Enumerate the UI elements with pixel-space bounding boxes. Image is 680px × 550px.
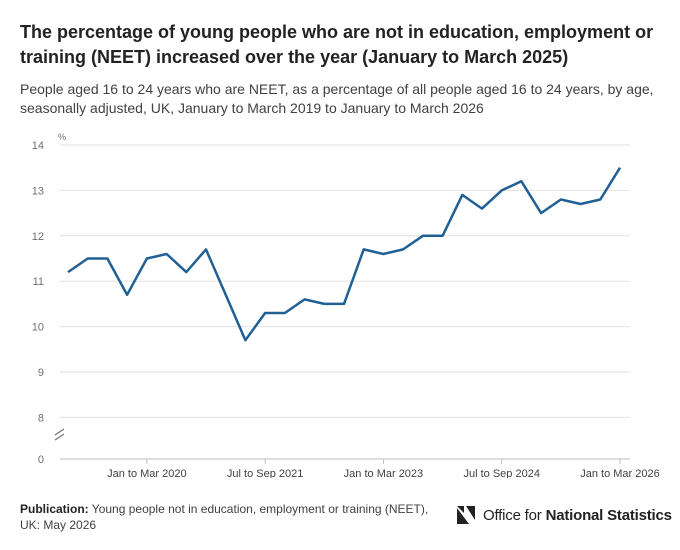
data-point bbox=[184, 270, 188, 274]
data-point bbox=[243, 338, 247, 342]
data-point bbox=[500, 188, 504, 192]
data-point bbox=[204, 247, 208, 251]
y-tick-label: 12 bbox=[32, 231, 44, 243]
y-axis-unit: % bbox=[58, 132, 66, 142]
x-tick-label: Jul to Sep 2024 bbox=[463, 468, 539, 478]
x-axis: Jan to Mar 2020 Jul to Sep 2021 Jan to Mar… bbox=[107, 459, 660, 478]
x-tick-label: Jan to Mar 2023 bbox=[344, 468, 424, 478]
data-point bbox=[381, 252, 385, 256]
data-point bbox=[539, 211, 543, 215]
y-axis-ticks: 0 8 9 10 11 12 13 14% bbox=[32, 132, 66, 466]
x-tick-label: Jan to Mar 2020 bbox=[107, 468, 187, 478]
gridlines bbox=[60, 144, 630, 460]
data-point bbox=[86, 257, 90, 261]
y-tick-label: 14 bbox=[32, 140, 44, 152]
data-point bbox=[441, 234, 445, 238]
data-point bbox=[303, 297, 307, 301]
data-point bbox=[283, 311, 287, 315]
data-point bbox=[421, 234, 425, 238]
chart-subtitle: People aged 16 to 24 years who are NEET,… bbox=[20, 81, 654, 116]
ons-logo[interactable]: Office for National Statistics bbox=[455, 503, 672, 527]
data-point bbox=[322, 302, 326, 306]
data-point bbox=[362, 247, 366, 251]
data-point bbox=[598, 197, 602, 201]
data-point bbox=[480, 207, 484, 211]
data-point bbox=[519, 179, 523, 183]
data-point bbox=[263, 311, 267, 315]
data-point bbox=[559, 197, 563, 201]
data-point bbox=[224, 293, 228, 297]
publication-note: Publication: Young people not in educati… bbox=[20, 501, 440, 533]
y-axis-break bbox=[54, 427, 66, 441]
data-point bbox=[342, 302, 346, 306]
series-line bbox=[67, 167, 622, 342]
data-point bbox=[105, 257, 109, 261]
x-tick-label: Jan to Mar 2026 bbox=[580, 468, 660, 478]
ons-logo-text: Office for National Statistics bbox=[483, 506, 672, 524]
x-tick-label: Jul to Sep 2021 bbox=[227, 468, 303, 478]
y-tick-label: 10 bbox=[32, 322, 44, 334]
data-point bbox=[618, 166, 622, 170]
publication-label: Publication: bbox=[20, 502, 89, 516]
y-tick-label: 11 bbox=[33, 276, 44, 288]
data-point bbox=[145, 257, 149, 261]
data-point bbox=[165, 252, 169, 256]
y-tick-label: 8 bbox=[38, 412, 44, 424]
ons-logo-icon bbox=[457, 506, 475, 524]
data-point bbox=[460, 193, 464, 197]
chart-title: The percentage of young people who are n… bbox=[20, 22, 654, 67]
line-chart: 0 8 9 10 11 12 13 14% Jan to Mar 2020 Jul to Sep… bbox=[32, 132, 660, 478]
data-point bbox=[125, 293, 129, 297]
y-tick-label: 9 bbox=[38, 367, 44, 379]
data-point bbox=[66, 270, 70, 274]
data-point bbox=[579, 202, 583, 206]
y-tick-label: 13 bbox=[32, 185, 44, 197]
y-tick-label: 0 bbox=[38, 454, 44, 466]
series-layer bbox=[66, 166, 622, 342]
data-point bbox=[401, 247, 405, 251]
publication-text: Young people not in education, employmen… bbox=[20, 502, 429, 532]
